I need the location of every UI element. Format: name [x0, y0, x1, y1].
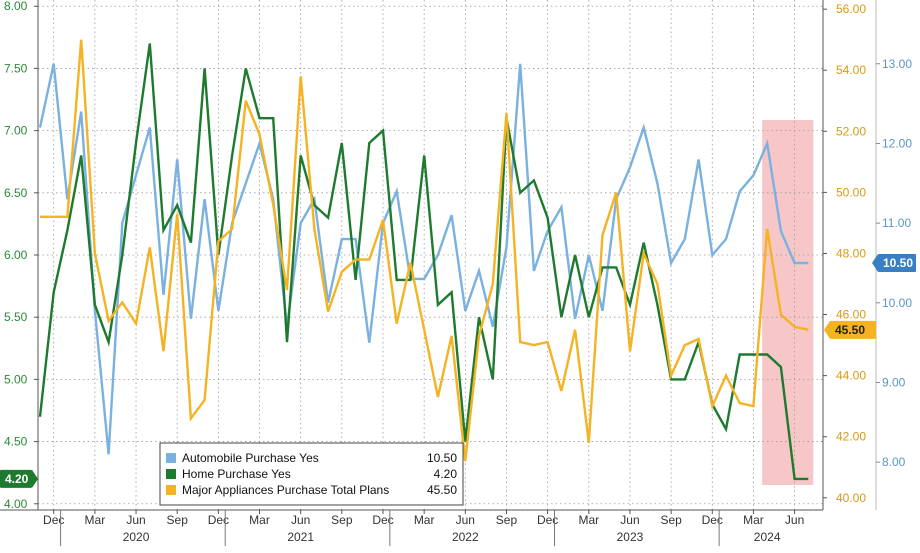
badge-appliances-text: 45.50 — [835, 323, 865, 337]
x-tick-label: Mar — [85, 513, 106, 527]
x-tick-label: Jun — [620, 513, 639, 527]
legend-label: Major Appliances Purchase Total Plans — [182, 483, 389, 497]
legend-swatch — [166, 485, 176, 495]
left-tick-label: 4.00 — [4, 497, 28, 511]
year-label: 2020 — [123, 530, 150, 544]
legend-swatch — [166, 469, 176, 479]
legend-swatch — [166, 453, 176, 463]
legend-label: Home Purchase Yes — [182, 467, 291, 481]
left-tick-label: 6.00 — [4, 248, 28, 262]
badge-home-arrow — [32, 469, 38, 488]
legend-label: Automobile Purchase Yes — [182, 451, 319, 465]
left-tick-label: 7.50 — [4, 61, 28, 75]
badge-appliances-arrow — [824, 320, 830, 339]
right-inner-tick-label: 46.00 — [836, 308, 866, 322]
x-tick-label: Dec — [372, 513, 393, 527]
series-line-1 — [38, 63, 809, 455]
right-inner-tick-label: 42.00 — [836, 430, 866, 444]
right-inner-tick-label: 50.00 — [836, 185, 866, 199]
x-tick-label: Mar — [743, 513, 764, 527]
right-outer-tick-label: 10.00 — [882, 296, 912, 310]
year-label: 2024 — [754, 530, 781, 544]
left-tick-label: 7.00 — [4, 124, 28, 138]
right-inner-tick-label: 54.00 — [836, 63, 866, 77]
badge-home-box — [0, 469, 32, 488]
x-tick-label: Jun — [456, 513, 475, 527]
badge-auto-box — [878, 253, 916, 272]
left-tick-label: 8.00 — [4, 0, 28, 13]
left-tick-label: 6.50 — [4, 186, 28, 200]
legend-value: 10.50 — [427, 451, 457, 465]
x-tick-label: Dec — [208, 513, 229, 527]
legend-value: 4.20 — [434, 467, 458, 481]
left-tick-label: 5.50 — [4, 310, 28, 324]
legend-box — [159, 442, 464, 506]
badge-auto-text: 10.50 — [883, 256, 913, 270]
year-label: 2021 — [287, 530, 314, 544]
x-tick-label: Sep — [167, 513, 189, 527]
right-outer-tick-label: 12.00 — [882, 136, 912, 150]
right-inner-tick-label: 52.00 — [836, 124, 866, 138]
x-tick-label: Jun — [785, 513, 804, 527]
series-line-3 — [40, 39, 809, 462]
right-inner-tick-label: 48.00 — [836, 246, 866, 260]
series-line-2 — [38, 43, 809, 481]
x-tick-label: Dec — [702, 513, 723, 527]
x-tick-label: Sep — [496, 513, 518, 527]
right-outer-tick-label: 13.00 — [882, 57, 912, 71]
right-outer-tick-label: 11.00 — [882, 216, 911, 230]
legend-value: 45.50 — [427, 483, 457, 497]
x-tick-label: Mar — [578, 513, 599, 527]
left-tick-label: 4.50 — [4, 435, 28, 449]
year-label: 2022 — [452, 530, 479, 544]
right-outer-tick-label: 8.00 — [882, 455, 906, 469]
badge-auto-arrow — [872, 253, 878, 272]
x-tick-label: Sep — [660, 513, 682, 527]
x-tick-label: Sep — [331, 513, 353, 527]
right-inner-tick-label: 56.00 — [836, 2, 866, 16]
badge-home-text: 4.20 — [5, 472, 29, 486]
year-label: 2023 — [617, 530, 644, 544]
right-outer-tick-label: 9.00 — [882, 376, 906, 390]
x-tick-label: Mar — [414, 513, 435, 527]
x-tick-label: Dec — [43, 513, 64, 527]
right-inner-tick-label: 44.00 — [836, 369, 866, 383]
x-tick-label: Dec — [537, 513, 558, 527]
right-inner-tick-label: 40.00 — [836, 491, 866, 505]
badge-appliances-box — [830, 320, 876, 339]
left-tick-label: 5.00 — [4, 372, 28, 386]
x-tick-label: Mar — [249, 513, 270, 527]
x-tick-label: Jun — [291, 513, 310, 527]
x-tick-label: Jun — [126, 513, 145, 527]
